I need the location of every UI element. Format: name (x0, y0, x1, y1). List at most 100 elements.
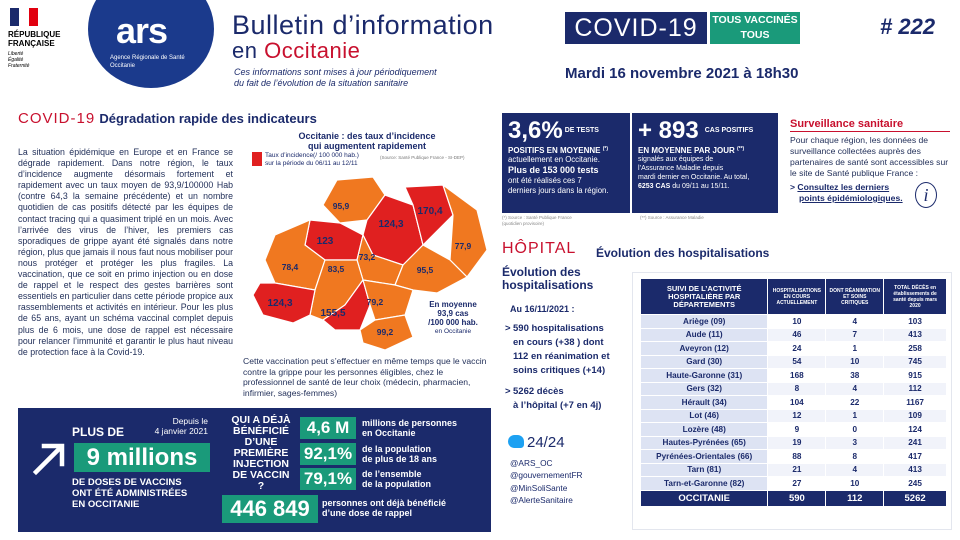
twitter-link[interactable]: @MinSoliSante (510, 482, 568, 493)
value-cell: 24 (767, 341, 827, 356)
stat-value: 92,1% (300, 443, 356, 465)
rf-motto: Fraternité (8, 63, 30, 69)
table-row: Lot (46) 12 1 109 (639, 408, 947, 423)
value-cell: 54 (767, 354, 827, 369)
table-row: Tarn (81) 21 4 413 (639, 462, 947, 477)
deaths-bullet: >5262 décès à l’hôpital (+7 en 4j) (505, 385, 630, 413)
cases-line: signalés aux équipes de (638, 156, 714, 163)
section-title-covid: COVID-19 Dégradation rapide des indicate… (18, 110, 317, 127)
department-cell: Tarn (81) (639, 462, 769, 477)
value-cell: 168 (767, 368, 827, 383)
bullet-line: en cours (+38 ) dont (513, 337, 604, 348)
twitter-block: 24/24 (508, 434, 565, 451)
region-name: Occitanie (264, 38, 361, 63)
since-date: Depuis le 4 janvier 2021 (140, 416, 208, 436)
evolution-title: Évolution des hospitalisations (502, 266, 593, 292)
avg-line: /100 000 hab. (428, 318, 478, 327)
link-line[interactable]: Consultez les derniers (797, 182, 890, 192)
ars-logo-word: ars (116, 10, 168, 51)
legend-line: Taux d’incidence(/ 100 000 hab.) (265, 152, 359, 159)
source-line: (*) Source : Santé Publique France (502, 215, 572, 220)
table-row: Tarn-et-Garonne (82) 27 10 245 (639, 476, 947, 491)
table-header: TOTAL DÉCÈS en établissements de santé d… (883, 278, 947, 315)
link-line[interactable]: points épidémiologiques. (799, 193, 903, 203)
info-icon: i (915, 182, 937, 208)
value-cell: 88 (767, 449, 827, 464)
map-legend: Taux d’incidence(/ 100 000 hab.) sur la … (252, 152, 359, 168)
tests-kpi: 3,6% DE TESTS POSITIFS EN MOYENNE (*) act… (502, 113, 630, 213)
department-cell: Lozère (48) (639, 422, 769, 437)
question-line: QUI A DÉJÀ (231, 414, 291, 426)
first-injection-question: QUI A DÉJÀ BÉNÉFICIÉ D’UNE PREMIÈRE INJE… (228, 415, 294, 492)
cases-line: mardi dernier en Occitanie. Au total, (638, 174, 750, 181)
occitanie-map: 95,9 124,3 170,4 123 77,9 73,2 78,4 83,5… (252, 176, 488, 351)
value-cell: 104 (767, 395, 827, 410)
republique-francaise-logo: RÉPUBLIQUE FRANÇAISE Liberté Égalité Fra… (8, 8, 78, 88)
table-row: Hautes-Pyrénées (65) 19 3 241 (639, 435, 947, 450)
rf-motto: Liberté (8, 51, 24, 57)
tests-unit: DE TESTS (564, 127, 599, 134)
value-cell: 10 (767, 314, 827, 329)
department-cell: Lot (46) (639, 408, 769, 423)
map-title-line: Occitanie : des taux d’incidence (298, 131, 436, 141)
value-cell: 19 (767, 435, 827, 450)
surveillance-title: Surveillance sanitaire (790, 118, 904, 130)
footnote-mark: (*) (602, 146, 608, 152)
cases-unit: CAS POSITIFS (704, 127, 754, 134)
bullet-line: 112 en réanimation et (513, 351, 610, 362)
twitter-link[interactable]: @gouvernementFR (510, 470, 583, 481)
slogan-line: TOUS VACCINÉS (712, 14, 798, 26)
rf-motto: Égalité (8, 57, 24, 63)
avg-line: 93,9 cas (437, 309, 469, 318)
map-source: (Source: Santé Publique France - SI-DEP) (380, 155, 465, 160)
department-cell: Aude (11) (639, 327, 769, 342)
value-cell: 109 (883, 408, 947, 423)
covid-label: COVID-19 (565, 12, 707, 44)
issue-number: # 222 (880, 14, 936, 39)
stat-line: de plus de 18 ans (362, 454, 438, 464)
footnote-mark: (**) (737, 146, 745, 152)
twitter-links: @ARS_OC @gouvernementFR @MinSoliSante @A… (510, 457, 583, 506)
covid-word: COVID-19 (18, 110, 96, 127)
map-value-label: 73,2 (359, 252, 376, 262)
department-cell: Tarn-et-Garonne (82) (639, 476, 769, 491)
table-header-row: SUIVI DE L’ACTIVITÉ HOSPITALIÈRE PAR DÉP… (639, 278, 947, 315)
value-cell: 417 (883, 449, 947, 464)
twitter-link[interactable]: @ARS_OC (510, 458, 553, 468)
map-value-label: 95,9 (333, 201, 350, 211)
twitter-bird-icon (508, 435, 524, 448)
value-cell: 46 (767, 327, 827, 342)
value-cell: 22 (825, 395, 885, 410)
bullet-line: soins critiques (+14) (513, 365, 606, 376)
cases-total: 6253 CAS (638, 183, 671, 190)
hospital-date: Au 16/11/2021 : (510, 304, 575, 314)
value-cell: 915 (883, 368, 947, 383)
question-line: BÉNÉFICIÉ (232, 425, 289, 437)
doses-line: EN OCCITANIE (72, 499, 140, 510)
value-cell: 112 (883, 381, 947, 396)
table-row: Aveyron (12) 24 1 258 (639, 341, 947, 356)
map-title: Occitanie : des taux d’incidence qui aug… (262, 131, 472, 151)
department-cell: Aveyron (12) (639, 341, 769, 356)
ars-logo-subtitle: Agence Régionale de Santé Occitanie (110, 54, 200, 70)
bullet-line: à l’hôpital (+7 en 4j) (513, 400, 602, 411)
hospital-activity-table: SUIVI DE L’ACTIVITÉ HOSPITALIÈRE PAR DÉP… (639, 278, 947, 507)
epidemiology-link[interactable]: > Consultez les derniers points épidémio… (790, 182, 920, 204)
department-cell: Haute-Garonne (31) (639, 368, 769, 383)
surveillance-divider (790, 131, 950, 132)
department-cell: Pyrénées-Orientales (66) (639, 449, 769, 464)
value-cell: 21 (767, 462, 827, 477)
value-cell: 241 (883, 435, 947, 450)
table-header: HOSPITALISATIONS EN COURS ACTUELLEMENT (767, 278, 827, 315)
table-row: Hérault (34) 104 22 1167 (639, 395, 947, 410)
tests-sub: POSITIFS EN MOYENNE (*) (508, 146, 624, 155)
bulletin-title: Bulletin d’information (232, 10, 494, 40)
stat-caption: millions de personnes en Occitanie (362, 418, 490, 438)
twitter-link[interactable]: @AlerteSanitaire (510, 494, 573, 505)
cases-kpi: + 893 CAS POSITIFS EN MOYENNE PAR JOUR (*… (632, 113, 778, 213)
map-title-line: qui augmentent rapidement (307, 141, 426, 151)
value-cell: 0 (825, 422, 885, 437)
link-prefix: > (790, 182, 796, 192)
value-cell: 3 (825, 435, 885, 450)
table-header: DONT RÉANIMATION ET SOINS CRITIQUES (825, 278, 885, 315)
